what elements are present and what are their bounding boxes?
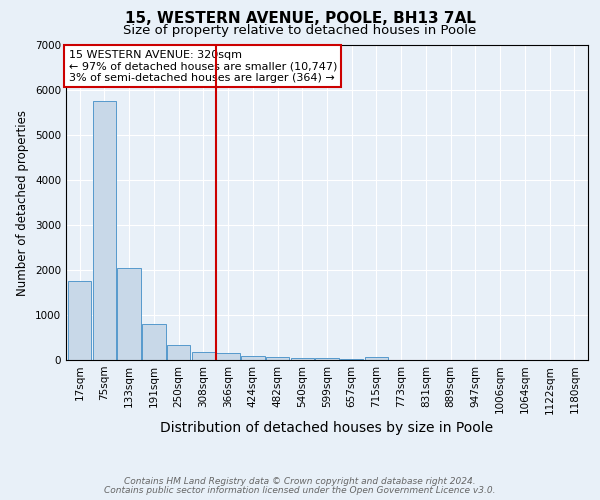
Text: Size of property relative to detached houses in Poole: Size of property relative to detached ho… [124,24,476,37]
Y-axis label: Number of detached properties: Number of detached properties [16,110,29,296]
Bar [241,356,265,360]
Bar [315,358,339,360]
Bar [191,352,215,360]
Bar [290,358,314,360]
Text: Contains public sector information licensed under the Open Government Licence v3: Contains public sector information licen… [104,486,496,495]
Bar [68,281,91,360]
Bar [266,357,289,360]
Bar [118,268,141,360]
Bar [142,324,166,360]
Bar [167,344,190,360]
Bar [365,357,388,360]
X-axis label: Distribution of detached houses by size in Poole: Distribution of detached houses by size … [160,420,494,434]
Text: 15 WESTERN AVENUE: 320sqm
← 97% of detached houses are smaller (10,747)
3% of se: 15 WESTERN AVENUE: 320sqm ← 97% of detac… [68,50,337,83]
Bar [340,358,364,360]
Bar [92,101,116,360]
Bar [216,353,240,360]
Text: 15, WESTERN AVENUE, POOLE, BH13 7AL: 15, WESTERN AVENUE, POOLE, BH13 7AL [125,11,475,26]
Text: Contains HM Land Registry data © Crown copyright and database right 2024.: Contains HM Land Registry data © Crown c… [124,477,476,486]
